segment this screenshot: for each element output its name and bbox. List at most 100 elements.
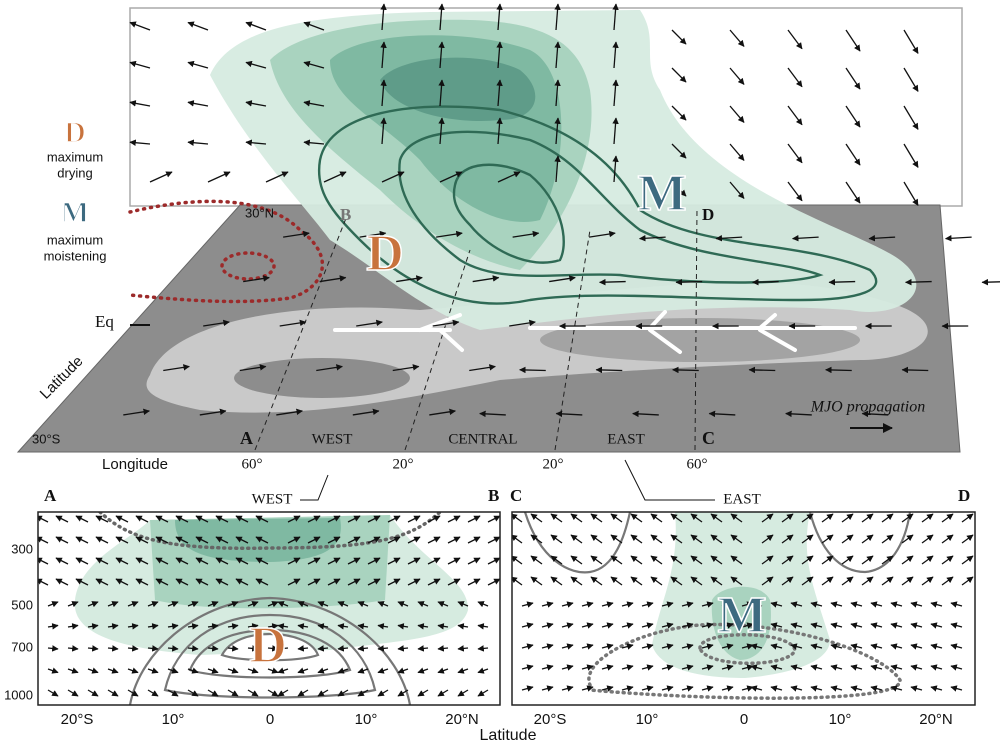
wind-arrow	[367, 578, 381, 586]
wind-arrow	[790, 601, 803, 608]
wind-arrow	[267, 667, 279, 674]
wind-arrow	[721, 643, 734, 650]
x-tick-label: 10°	[636, 711, 659, 728]
wind-arrow	[881, 534, 894, 544]
wind-arrow	[377, 623, 389, 630]
wind-arrow	[661, 664, 674, 671]
wind-arrow	[554, 3, 561, 31]
wind-arrow	[129, 21, 151, 31]
wind-arrow	[187, 601, 199, 608]
wind-arrow	[787, 143, 803, 164]
wind-arrow	[447, 578, 461, 586]
wind-arrow	[781, 513, 794, 523]
wind-arrow	[903, 67, 919, 92]
wind-arrow	[75, 515, 89, 523]
contour	[163, 613, 377, 699]
wind-arrow	[227, 601, 239, 608]
wind-arrow	[387, 515, 401, 523]
wind-arrow	[352, 408, 380, 416]
moistening-contour	[587, 622, 902, 700]
wind-arrow	[267, 601, 279, 608]
wind-arrow	[630, 534, 643, 544]
wind-arrow	[729, 67, 745, 85]
wind-arrow	[115, 515, 129, 523]
wind-arrow	[910, 643, 923, 650]
wind-arrow	[521, 664, 534, 671]
wind-arrow	[207, 667, 219, 674]
wind-arrow	[961, 555, 974, 565]
wind-arrow	[672, 366, 699, 374]
wind-arrow	[890, 622, 903, 629]
wind-arrow	[870, 685, 883, 692]
lat-label: Eq	[95, 312, 114, 331]
wind-arrow	[303, 100, 325, 107]
legend-text: maximum	[47, 232, 103, 247]
wind-arrow	[227, 623, 239, 630]
wind-arrow	[710, 576, 723, 586]
wind-arrow	[417, 601, 429, 608]
wind-arrow	[175, 578, 189, 586]
section-line	[254, 207, 351, 451]
wind-arrow	[790, 643, 803, 650]
wind-arrow	[770, 685, 783, 692]
wind-arrow	[472, 275, 500, 283]
wind-arrow	[621, 685, 634, 692]
wind-arrow	[267, 645, 279, 652]
wind-arrow	[327, 536, 341, 544]
wind-arrow	[841, 513, 854, 523]
wind-arrow	[715, 235, 743, 242]
wind-arrow	[910, 664, 923, 671]
wind-arrow	[247, 689, 259, 697]
wind-arrow	[477, 667, 489, 674]
corner-label: A	[240, 428, 253, 448]
wind-arrow	[467, 515, 481, 523]
wind-arrow	[107, 667, 119, 674]
wind-arrow	[910, 601, 923, 608]
wind-arrow	[417, 645, 429, 652]
wind-arrow	[581, 685, 594, 692]
wind-arrow	[429, 408, 456, 416]
wind-arrow	[75, 578, 89, 586]
x-tick-label: 10°	[355, 711, 378, 728]
corner-label: B	[340, 205, 351, 224]
wind-arrow	[367, 557, 381, 565]
x-tick-label: 0	[740, 711, 748, 728]
wind-arrow	[147, 645, 159, 652]
wind-arrow	[487, 557, 500, 565]
wind-arrow	[950, 643, 963, 650]
wind-arrow	[207, 623, 219, 630]
wind-arrow	[115, 536, 129, 544]
wind-arrow	[427, 536, 441, 544]
wind-arrow	[147, 623, 159, 630]
wind-arrow	[297, 689, 309, 697]
wind-arrow	[641, 601, 654, 608]
wind-arrow	[641, 622, 654, 629]
axis-label: Longitude	[102, 456, 168, 473]
wind-arrow	[55, 515, 69, 523]
wind-arrow	[570, 555, 583, 565]
wind-arrow	[107, 689, 119, 697]
wind-arrow	[670, 513, 683, 523]
wind-arrow	[512, 555, 523, 565]
wind-arrow	[870, 622, 883, 629]
wind-arrow	[671, 105, 687, 121]
wind-arrow	[555, 410, 583, 418]
wind-arrow	[521, 622, 534, 629]
wind-arrow	[752, 278, 779, 286]
wind-arrow	[868, 235, 896, 242]
legend-letter: D	[64, 116, 86, 149]
wind-arrow	[671, 29, 687, 45]
wind-arrow	[787, 105, 803, 126]
wind-arrow	[750, 622, 763, 629]
wind-arrow	[810, 685, 823, 692]
wind-arrow	[167, 667, 179, 674]
wind-arrow	[581, 664, 594, 671]
wind-arrow	[437, 645, 449, 652]
wind-arrow	[950, 664, 963, 671]
wind-arrow	[770, 643, 783, 650]
wind-arrow	[347, 515, 361, 523]
wind-arrow	[661, 601, 674, 608]
wind-arrow	[701, 622, 714, 629]
wind-arrow	[247, 667, 259, 674]
wind-arrow	[930, 685, 943, 692]
